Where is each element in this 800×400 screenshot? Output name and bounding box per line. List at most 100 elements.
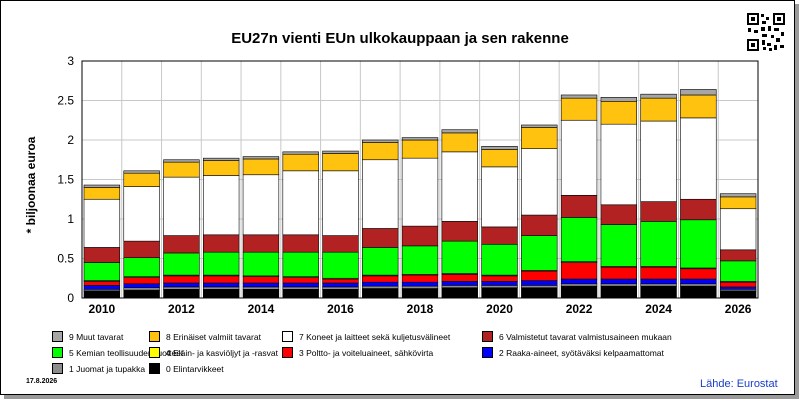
bar-segment (441, 221, 478, 242)
legend-item: 1 Juomat ja tupakka (52, 363, 145, 374)
bar-segment (680, 198, 717, 221)
bar-segment (202, 234, 240, 253)
bar-segment (521, 287, 558, 299)
bar-segment (481, 146, 518, 150)
bar-segment (282, 234, 319, 253)
legend-item: 9 Muut tavarat (52, 331, 123, 342)
bar-segment (163, 252, 200, 276)
bar-segment (83, 262, 121, 281)
legend-label: 3 Poltto- ja voiteluaineet, sähkövirta (299, 347, 434, 358)
bar-segment (242, 234, 280, 253)
bar-segment (163, 282, 200, 288)
bar-segment (441, 285, 478, 289)
x-tick-label: 2010 (89, 302, 116, 316)
bar-segment (322, 286, 359, 290)
bar-segment (560, 195, 598, 218)
y-tick-label: 0 (67, 291, 74, 305)
bar-segment (282, 151, 319, 155)
bar-segment (560, 217, 598, 262)
bar-segment (441, 287, 478, 299)
legend-item: 4 Eläin- ja kasviöljyt ja -rasvat (149, 347, 278, 358)
bar-segment (600, 283, 638, 287)
bar-segment (640, 221, 677, 267)
bar-segment (680, 278, 717, 285)
bar-segment (202, 275, 240, 284)
bar-segment (481, 275, 518, 282)
bar-segment (242, 286, 280, 290)
bar-segment (640, 285, 677, 299)
legend-item: 7 Koneet ja laitteet sekä kuljetusväline… (282, 331, 450, 342)
bar-segment (521, 270, 558, 281)
x-tick-label: 2020 (486, 302, 513, 316)
bar-segment (83, 290, 121, 299)
bar-segment (640, 283, 677, 287)
bar-segment (83, 281, 121, 286)
x-tick-label: 2022 (566, 302, 593, 316)
bar-segment (521, 124, 558, 128)
bar-segment (560, 285, 598, 299)
bar-segment (282, 282, 319, 288)
bar-segment (560, 94, 598, 99)
legend-label: 4 Eläin- ja kasviöljyt ja -rasvat (166, 347, 278, 358)
legend-swatch (482, 347, 493, 358)
legend-item: 5 Kemian teollisuuden tuotteet (52, 347, 183, 358)
bar-segment (600, 204, 638, 225)
bar-segment (322, 282, 359, 288)
legend-swatch (149, 331, 160, 342)
bar-segment (481, 281, 518, 286)
bar-segment (600, 285, 638, 299)
bar-segment (202, 157, 240, 161)
bar-segment (640, 97, 677, 122)
legend-swatch (149, 363, 160, 374)
bar-segment (282, 277, 319, 284)
bar-segment (362, 281, 399, 287)
bar-segment (163, 289, 200, 299)
bar-segment (362, 159, 399, 229)
bar-segment (242, 276, 280, 284)
bar-segment (600, 97, 638, 102)
bar-segment (680, 283, 717, 287)
bar-segment (362, 142, 399, 161)
bar-segment (163, 235, 200, 254)
bar-segment (322, 289, 359, 299)
x-tick-label: 2018 (407, 302, 434, 316)
bar-segment (322, 251, 359, 279)
bar-segment (441, 273, 478, 282)
y-tick-label: 2 (67, 133, 74, 147)
bar-segment (83, 187, 121, 200)
bar-segment (322, 170, 359, 236)
bar-segment (362, 285, 399, 289)
bar-segment (362, 228, 399, 248)
legend-item: 2 Raaka-aineet, syötäväksi kelpaamattoma… (482, 347, 664, 358)
bar-segment (123, 186, 160, 242)
bar-segment (242, 156, 280, 160)
x-tick-label: 2026 (725, 302, 752, 316)
bar-segment (322, 235, 359, 253)
bar-segment (123, 172, 160, 187)
legend-swatch (282, 331, 293, 342)
plot-border (81, 60, 759, 299)
bar-segment (441, 151, 478, 222)
bar-segment (362, 288, 399, 299)
legend-label: 1 Juomat ja tupakka (69, 363, 146, 374)
bar-segment (680, 219, 717, 269)
bar-segment (680, 94, 717, 119)
bar-segment (719, 193, 757, 198)
bar-segment (600, 278, 638, 285)
y-tick-label: 3 (67, 54, 74, 68)
x-tick-label: 2012 (168, 302, 195, 316)
bar-segment (123, 283, 160, 289)
bar-segment (600, 266, 638, 280)
legend-swatch (52, 331, 63, 342)
bar-segment (600, 123, 638, 206)
bar-segment (83, 247, 121, 263)
bar-segment (282, 153, 319, 172)
bar-segment (521, 127, 558, 149)
bar-segment (123, 277, 160, 285)
bar-segment (242, 174, 280, 236)
bar-segment (521, 214, 558, 236)
y-tick-label: 1.5 (57, 173, 74, 187)
bar-segment (163, 275, 200, 284)
bar-segment (362, 275, 399, 283)
bar-segment (560, 97, 598, 121)
